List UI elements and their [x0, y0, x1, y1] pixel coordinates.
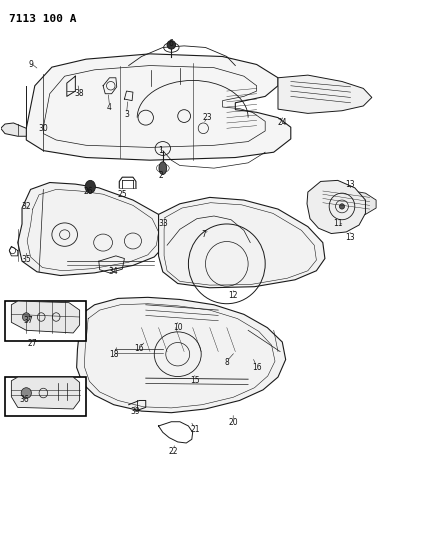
Text: 30: 30 [39, 124, 48, 133]
Polygon shape [18, 182, 167, 276]
Text: 39: 39 [130, 407, 140, 416]
Polygon shape [307, 180, 366, 233]
Text: 22: 22 [169, 447, 178, 456]
Text: 4: 4 [107, 102, 112, 111]
Polygon shape [316, 188, 376, 219]
Ellipse shape [22, 313, 30, 321]
Polygon shape [12, 377, 80, 409]
Text: 35: 35 [21, 255, 31, 264]
Text: 18: 18 [109, 350, 119, 359]
Ellipse shape [85, 180, 95, 193]
Text: 16: 16 [252, 363, 262, 372]
Text: 13: 13 [346, 180, 355, 189]
Text: 13: 13 [346, 233, 355, 242]
Text: 7113 100 A: 7113 100 A [9, 14, 77, 24]
Text: 33: 33 [158, 220, 168, 229]
Polygon shape [26, 54, 291, 160]
Polygon shape [158, 197, 325, 288]
Text: 37: 37 [24, 316, 33, 325]
Text: 10: 10 [173, 323, 183, 332]
Polygon shape [1, 123, 26, 136]
Text: 12: 12 [229, 291, 238, 300]
Text: 15: 15 [190, 376, 199, 385]
Bar [5, 301, 86, 341]
Polygon shape [12, 301, 80, 333]
Text: 7: 7 [201, 230, 206, 239]
Ellipse shape [21, 387, 31, 398]
Bar [5, 377, 86, 416]
Text: 11: 11 [333, 220, 342, 229]
Text: 24: 24 [277, 118, 287, 127]
Polygon shape [278, 75, 372, 114]
Text: 36: 36 [19, 395, 29, 404]
Text: 2: 2 [158, 171, 163, 180]
Text: 32: 32 [21, 203, 31, 212]
Text: 16: 16 [134, 344, 144, 353]
Text: 23: 23 [203, 113, 212, 122]
Ellipse shape [159, 162, 166, 174]
Text: 9: 9 [28, 60, 33, 69]
Text: 38: 38 [75, 89, 84, 98]
Text: 8: 8 [224, 358, 229, 367]
Text: 3: 3 [124, 110, 129, 119]
Text: 34: 34 [109, 268, 119, 276]
Text: 1: 1 [158, 146, 163, 155]
Text: 20: 20 [229, 418, 238, 427]
Text: 21: 21 [190, 425, 199, 434]
Text: 25: 25 [117, 190, 127, 199]
Text: 26: 26 [83, 187, 93, 196]
Ellipse shape [167, 41, 175, 49]
Text: 27: 27 [28, 339, 38, 348]
Polygon shape [77, 297, 285, 413]
Text: 6: 6 [169, 39, 174, 48]
Ellipse shape [339, 204, 345, 209]
